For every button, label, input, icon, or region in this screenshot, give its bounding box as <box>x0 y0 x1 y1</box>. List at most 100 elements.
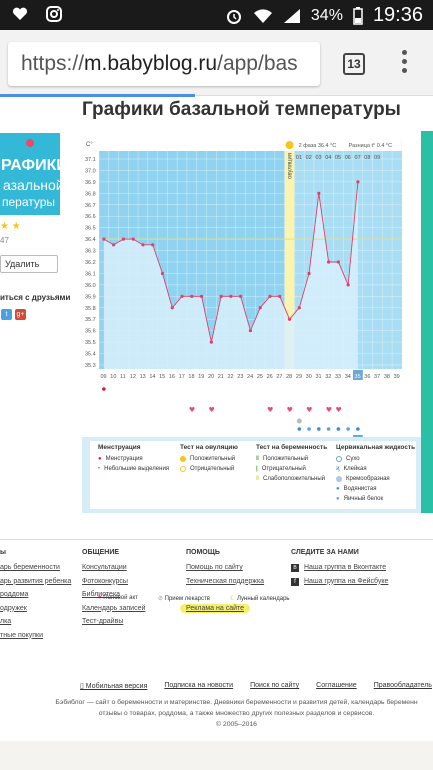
legend-label: Водянистая <box>343 486 377 492</box>
instagram-icon <box>46 6 62 22</box>
cycle-day-label: 10 <box>110 374 116 380</box>
temperature-point <box>102 237 106 241</box>
temperature-point <box>131 237 135 241</box>
legend-item: Сухо <box>336 454 415 464</box>
footer-link[interactable]: лка <box>0 618 12 625</box>
cycle-day-label: 22 <box>228 374 234 380</box>
url-bar[interactable]: https://m.babyblog.ru/app/bas <box>8 42 320 86</box>
cycle-day-label: 34 <box>345 374 351 380</box>
sticky-icon: ϗ <box>336 466 340 472</box>
ad-link[interactable]: Реклама на сайте <box>180 603 264 619</box>
menstruation-drop-icon <box>102 387 106 391</box>
cycle-day-label: 21 <box>218 374 224 380</box>
footer-link-label: Наша группа на Фейсбуке <box>304 577 389 585</box>
cycle-day-label: 36 <box>364 374 370 380</box>
mobile-version-link[interactable]: ▯ Мобильная версия <box>80 682 147 690</box>
footer-link[interactable]: роддома <box>0 591 29 598</box>
phone-icon: ▯ <box>80 683 86 690</box>
moon-icon: ☾ <box>229 596 236 602</box>
google-plus-icon[interactable]: g+ <box>15 309 26 320</box>
temperature-point <box>346 283 350 287</box>
day-row-bg <box>99 369 402 381</box>
footer-link[interactable]: Фотоконкурсы <box>82 577 128 585</box>
site-search-link[interactable]: Поиск по сайту <box>250 682 300 689</box>
temperature-point <box>209 340 213 344</box>
wifi-icon <box>253 8 272 23</box>
cycle-day-label: 15 <box>159 374 165 380</box>
y-tick-label: 35.8 <box>85 306 96 312</box>
legend-pregnancy-test: Тест на беременность ‖ Положительный | Отр… <box>256 444 327 484</box>
footer-heading: ОБЩЕНИЕ <box>82 549 120 556</box>
legend-item: ● Водянистая <box>336 484 415 494</box>
subscribe-link[interactable]: Подписка на новости <box>164 682 234 689</box>
twitter-icon[interactable]: t <box>1 309 12 320</box>
tab-switcher-button[interactable]: 13 <box>343 53 365 75</box>
temperature-point <box>121 237 126 241</box>
legend-label: Положительный <box>263 456 309 462</box>
one-line-icon: | <box>256 466 258 472</box>
temperature-area <box>103 181 358 369</box>
temperature-point <box>170 306 174 310</box>
side-panel-tab[interactable] <box>421 131 433 513</box>
legend-item: • Небольшие выделения <box>98 464 169 474</box>
promo-line2: азальной <box>3 177 60 193</box>
phase2-column <box>294 151 305 369</box>
chart-header-strip <box>99 139 402 151</box>
intercourse-heart-icon: ♥ <box>189 406 195 414</box>
legend-label: Отрицательный <box>261 466 306 472</box>
y-tick-label: 36.2 <box>85 260 96 266</box>
ovulation-sun-icon <box>285 141 294 149</box>
legend-title: Менструация <box>98 444 141 451</box>
facebook-link[interactable]: f Наша группа на Фейсбуке <box>291 577 389 592</box>
drop-icon: ● <box>98 456 102 462</box>
footer-link[interactable]: Тест-драйвы <box>82 618 124 625</box>
phase2-column <box>392 151 402 369</box>
temperature-point <box>180 294 184 298</box>
legend-label: Менструация <box>105 456 143 462</box>
cycle-day-label: 20 <box>208 374 214 380</box>
y-tick-label: 35.6 <box>85 329 96 335</box>
footer-link[interactable]: Календарь записей <box>82 604 146 612</box>
cervical-fluid-icon <box>356 427 360 431</box>
temperature-point <box>258 306 262 310</box>
phase2-column <box>343 151 354 369</box>
footer-link[interactable]: арь развития ребенка <box>0 577 72 585</box>
y-tick-label: 37.1 <box>85 157 96 163</box>
current-day-highlight <box>353 370 363 380</box>
app-promo-image[interactable]: РАФИКИ азальной пературы <box>0 133 60 215</box>
vk-link[interactable]: B Наша группа в Вконтакте <box>291 564 388 578</box>
temperature-point <box>297 306 301 310</box>
page-bottom-bar <box>0 741 433 770</box>
delete-button[interactable]: Удалить <box>0 255 58 273</box>
legend-label: Кремообразная <box>346 476 390 482</box>
footer-col-social: СЛЕДИТЕ ЗА НАМИ B Наша группа в Вконтакте… <box>291 549 388 591</box>
copyright-holder-link[interactable]: Правообладатель <box>373 682 432 689</box>
cycle-day-label: 39 <box>394 374 400 380</box>
footer-link[interactable]: Помощь по сайту <box>186 564 243 571</box>
footer-link[interactable]: арь беременности <box>0 564 60 571</box>
temperature-point <box>151 243 155 247</box>
cycle-day-label: 12 <box>130 374 136 380</box>
legend-label: Лунный календарь <box>237 596 290 602</box>
heart-icon <box>12 7 28 20</box>
footer-link[interactable]: одружек <box>0 604 27 612</box>
cycle-day-label: 11 <box>120 374 126 380</box>
legend-label: Слабоположительный <box>263 476 326 482</box>
phase2-column <box>362 151 373 369</box>
agreement-link[interactable]: Соглашение <box>316 682 357 689</box>
footer-link[interactable]: Техническая поддержка <box>186 577 265 585</box>
intercourse-heart-icon: ♥ <box>335 406 341 414</box>
cycle-day-label: 35 <box>355 374 361 380</box>
cycle-day-label: 24 <box>247 374 253 380</box>
signal-icon <box>283 8 300 23</box>
footer-link[interactable]: Консультации <box>82 564 127 571</box>
footer-link[interactable]: тные покупки <box>0 631 44 639</box>
url-path: /app/bas <box>217 52 298 75</box>
legend-item: Кремообразная <box>336 474 415 484</box>
current-date-highlight <box>353 435 363 444</box>
menu-icon[interactable] <box>400 50 408 78</box>
facebook-icon: f <box>291 577 299 586</box>
footer-link[interactable]: Библиотека <box>82 591 121 598</box>
temperature-point <box>268 294 272 298</box>
cycle-day-label: 26 <box>267 374 273 380</box>
